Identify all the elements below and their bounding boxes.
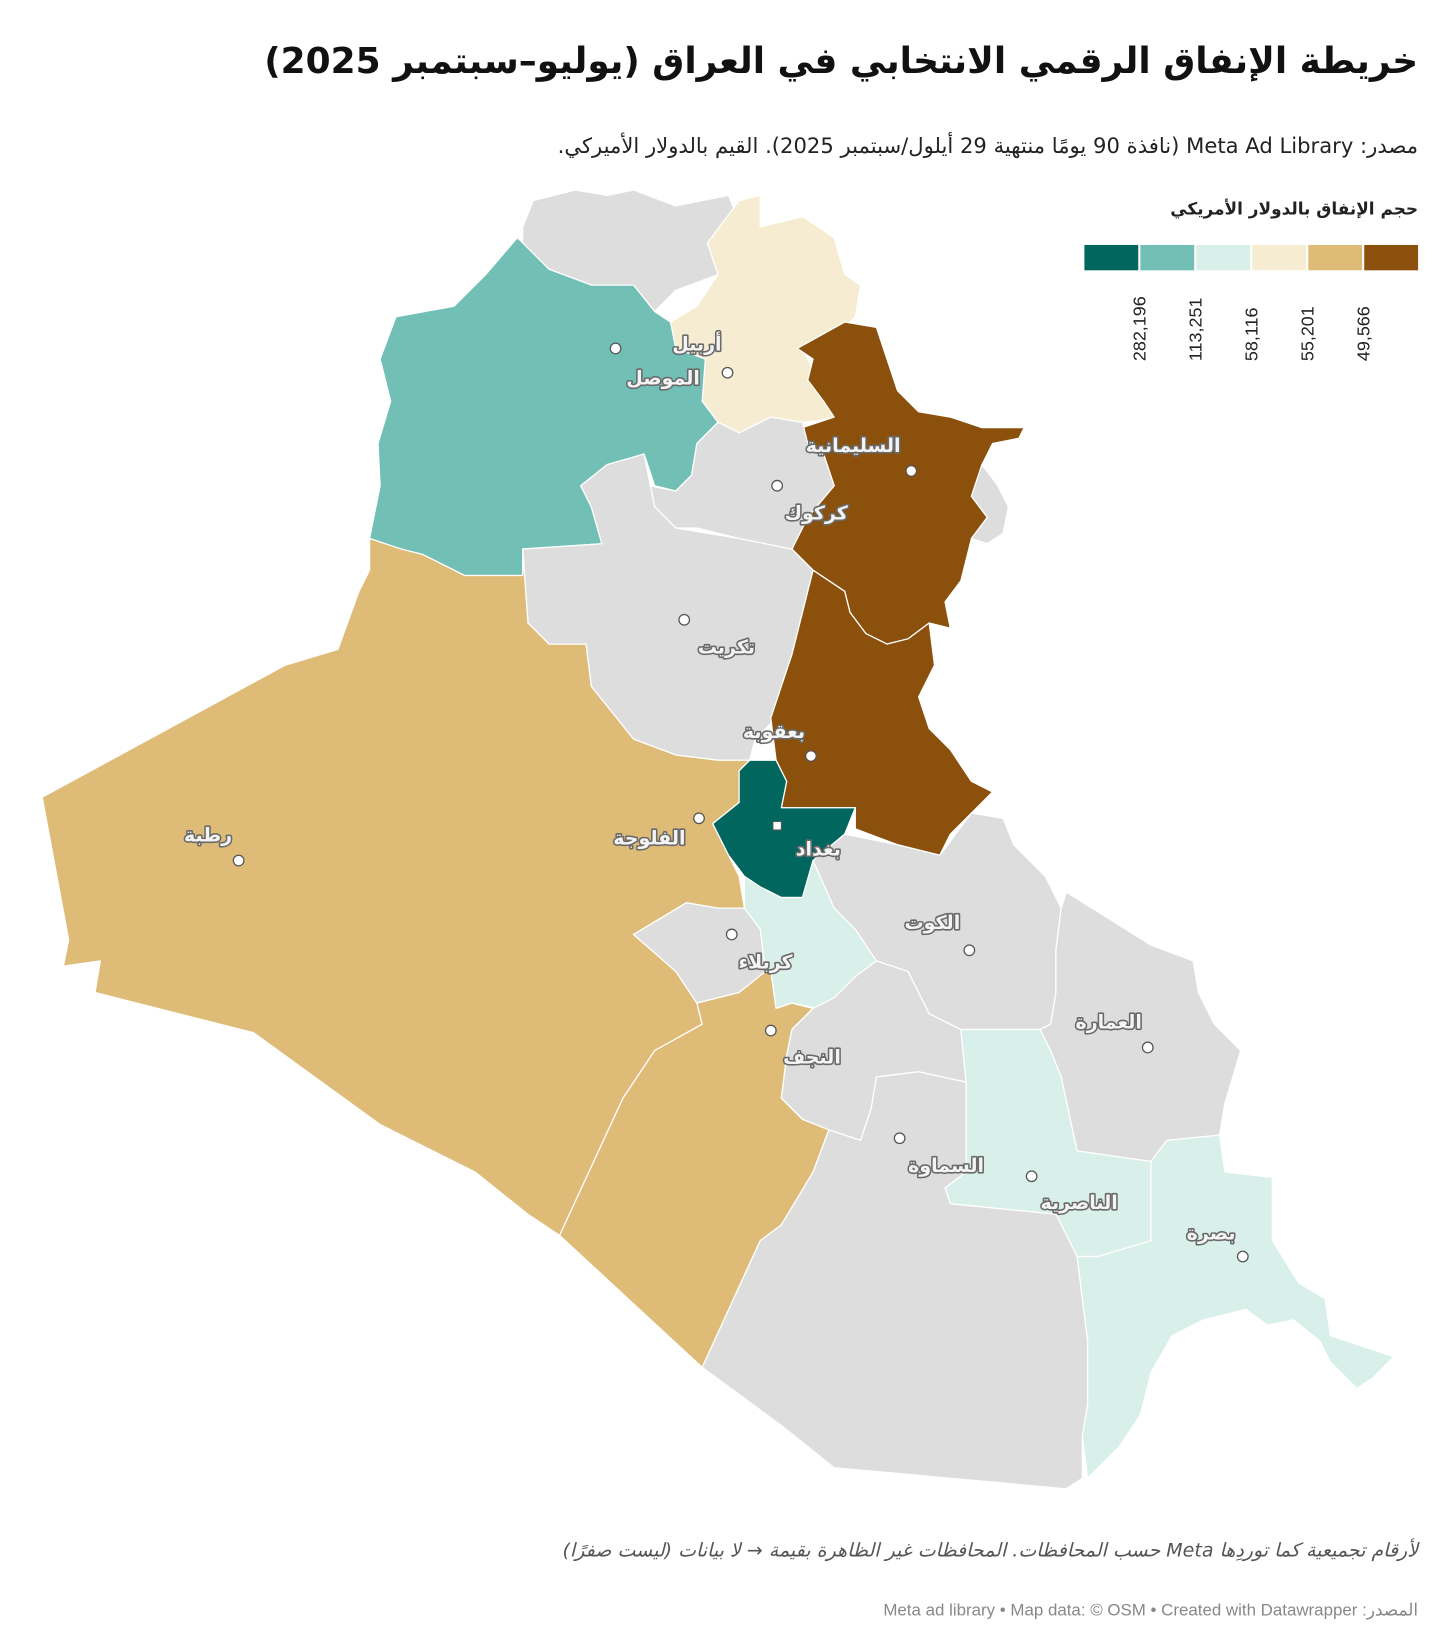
subtitle: مصدر: Meta Ad Library (نافذة 90 يومًا من…	[557, 133, 1419, 159]
page-title: خريطة الإنفاق الرقمي الانتخابي في العراق…	[264, 40, 1419, 83]
legend-swatch	[1196, 244, 1251, 271]
region-no-data[interactable]	[970, 463, 1010, 545]
city-label: رطبة	[184, 825, 232, 847]
city-label: تكريت	[698, 637, 755, 659]
legend-swatch	[1252, 244, 1307, 271]
city-dot-icon	[905, 465, 918, 477]
region-no-data[interactable]	[701, 1071, 1089, 1490]
city-label: الموصل	[626, 367, 700, 389]
city-label: العمارة	[1075, 1011, 1141, 1033]
legend-swatch	[1308, 244, 1363, 271]
city-dot-icon	[771, 479, 784, 492]
city-dot-icon	[893, 1132, 906, 1145]
capital-marker-icon	[772, 820, 782, 831]
city-label: السليمانية	[806, 435, 901, 457]
city-label: كربلاء	[738, 951, 793, 973]
city-label: بغداد	[796, 838, 841, 860]
city-label: الفلوجة	[613, 828, 685, 850]
city-dot-icon	[721, 366, 734, 379]
city-dot-icon	[1025, 1170, 1038, 1183]
legend-swatch	[1140, 244, 1195, 271]
city-label: كركوك	[785, 503, 849, 525]
city-label: الكوت	[905, 912, 961, 934]
source-credit: المصدر: Meta ad library • Map data: © OS…	[883, 1601, 1419, 1620]
city-dot-icon	[609, 342, 622, 355]
city-dot-icon	[232, 854, 245, 867]
legend-label: 113,251	[1186, 298, 1206, 362]
city-dot-icon	[764, 1024, 777, 1037]
city-dot-icon	[693, 812, 705, 825]
footnote: لأرقام تجميعية كما توردِها Meta حسب المح…	[562, 1539, 1419, 1562]
legend-label: 49,566	[1354, 306, 1374, 361]
city-dot-icon	[805, 750, 817, 762]
city-dot-icon	[1236, 1250, 1249, 1263]
city-dot-icon	[963, 944, 976, 957]
legend-swatch	[1364, 244, 1419, 271]
legend-label: 55,201	[1298, 306, 1318, 361]
city-dot-icon	[1141, 1041, 1154, 1054]
city-label: الناصرية	[1040, 1192, 1117, 1214]
color-legend: 282,196 113,251 58,116 55,201 49,566	[1084, 244, 1419, 362]
legend-label: 282,196	[1130, 296, 1150, 361]
city-label: النجف	[783, 1046, 841, 1068]
city-label: أربيل	[672, 332, 721, 356]
city-label: بصرة	[1187, 1223, 1236, 1245]
city-label: السماوة	[908, 1155, 984, 1177]
legend-label: 58,116	[1242, 308, 1262, 362]
city-label: بعقوبة	[743, 721, 805, 743]
legend-title: حجم الإنفاق بالدولار الأمريكي	[1170, 198, 1419, 219]
legend-swatch	[1084, 244, 1139, 271]
city-dot-icon	[678, 613, 691, 626]
city-dot-icon	[725, 928, 738, 941]
